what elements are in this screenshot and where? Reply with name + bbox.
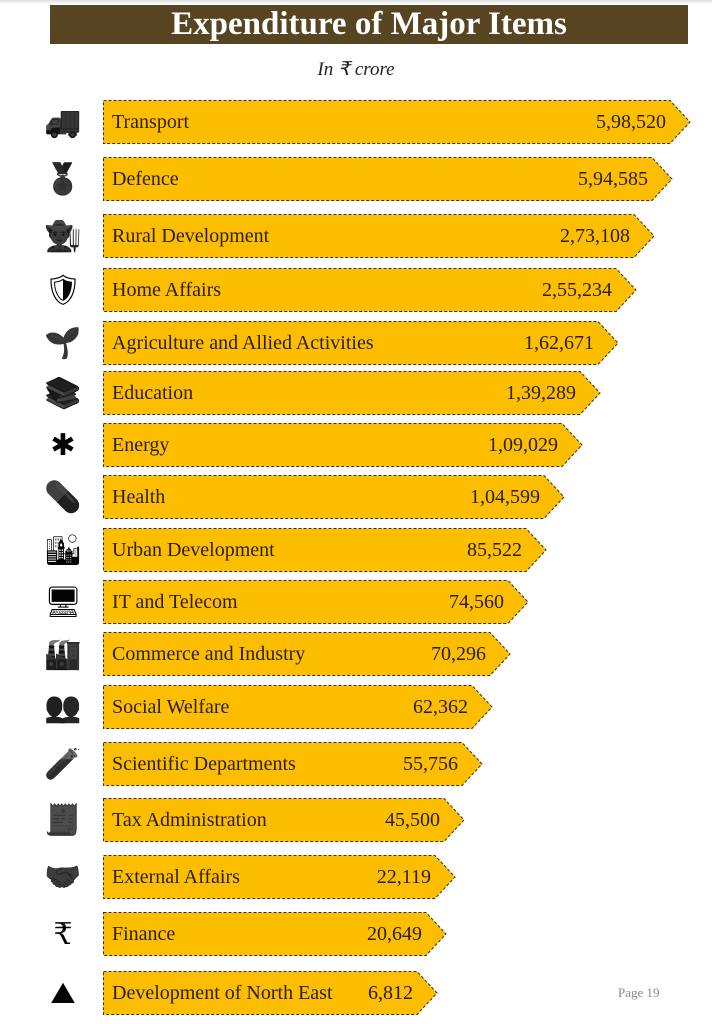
mountains-trees-icon: ⛰ — [50, 975, 76, 1011]
city-buildings-icon: 🏙 — [43, 532, 83, 568]
bar-value: 62,362 — [413, 696, 468, 718]
bar-shape — [103, 971, 438, 1015]
bar-value: 20,649 — [367, 923, 422, 945]
bar-label: IT and Telecom — [112, 591, 238, 613]
shield-person-icon: 🛡 — [43, 272, 83, 308]
bar-value: 74,560 — [449, 591, 504, 613]
bar: Education 1,39,289 — [103, 371, 601, 415]
bar-label: Urban Development — [112, 539, 275, 561]
rupee-icon: ₹ — [53, 916, 73, 952]
factory-icon: 🏭 — [44, 636, 82, 672]
agriculture-spraying-icon: 🌱 — [44, 325, 82, 361]
bar-label: Home Affairs — [112, 279, 222, 301]
bar: Rural Development 2,73,108 — [103, 214, 655, 258]
bar-shape — [103, 528, 547, 572]
bar-label: Defence — [112, 168, 179, 190]
bar: Finance 20,649 — [103, 912, 447, 956]
bar-value: 1,62,671 — [524, 332, 594, 354]
bar-shape — [103, 798, 465, 842]
people-group-icon: 👥 — [44, 689, 82, 725]
bar-shape — [103, 742, 483, 786]
bar: Tax Administration 45,500 — [103, 798, 465, 842]
bar-value: 1,09,029 — [488, 434, 558, 456]
bar-label: External Affairs — [112, 866, 240, 888]
bar-value: 5,98,520 — [596, 111, 666, 133]
bar: Transport 5,98,520 — [103, 100, 691, 144]
bar-shape — [103, 321, 619, 365]
bar-shape — [103, 157, 673, 201]
beaker-icon: 🧪 — [44, 746, 82, 782]
bar-shape — [103, 371, 601, 415]
truck-icon: 🚚 — [44, 104, 82, 140]
bar-label: Rural Development — [112, 225, 270, 247]
bar-shape — [103, 475, 565, 519]
cloud-computer-icon: 🖥 — [43, 584, 83, 620]
bar-value: 2,55,234 — [542, 279, 612, 301]
bar: Social Welfare 62,362 — [103, 685, 493, 729]
bar: Urban Development 85,522 — [103, 528, 547, 572]
bar-label: Transport — [112, 111, 190, 133]
defence-medal-icon: 🏅 — [44, 161, 82, 197]
farmer-icon: 👨‍🌾 — [44, 218, 82, 254]
bar: Agriculture and Allied Activities 1,62,67… — [103, 321, 619, 365]
bar-label: Education — [112, 382, 194, 404]
bar-value: 70,296 — [431, 643, 486, 665]
bar-value: 85,522 — [467, 539, 522, 561]
handshake-icon: 🤝 — [44, 859, 82, 895]
medicine-icon: 💊 — [44, 479, 82, 515]
page-number: Page 19 — [618, 985, 660, 1000]
bar-shape — [103, 100, 691, 144]
bar-label: Development of North East — [112, 982, 333, 1004]
bar: Commerce and Industry 70,296 — [103, 632, 511, 676]
bar: Defence 5,94,585 — [103, 157, 673, 201]
bar-value: 22,119 — [376, 866, 431, 888]
bar-label: Energy — [112, 434, 170, 456]
bar-value: 1,04,599 — [470, 486, 540, 508]
bar: Scientific Departments 55,756 — [103, 742, 483, 786]
bar-label: Health — [112, 486, 166, 508]
bar: Energy 1,09,029 — [103, 423, 583, 467]
bar: Health 1,04,599 — [103, 475, 565, 519]
bar-shape — [103, 580, 529, 624]
chart-title: Expenditure of Major Items — [50, 5, 688, 44]
energy-network-icon: ✱ — [50, 427, 76, 463]
bar-value: 1,39,289 — [506, 382, 576, 404]
bar-label: Commerce and Industry — [112, 643, 306, 665]
bar-value: 55,756 — [403, 753, 458, 775]
bar-shape — [103, 685, 493, 729]
bar-label: Scientific Departments — [112, 753, 296, 775]
bar: External Affairs 22,119 — [103, 855, 456, 899]
tax-document-icon: 🧾 — [44, 802, 82, 838]
bar-shape — [103, 423, 583, 467]
bar-shape — [103, 268, 637, 312]
bar-shape — [103, 912, 447, 956]
unit-subtitle: In ₹ crore — [317, 59, 395, 80]
bar-value: 6,812 — [368, 982, 413, 1004]
bar-value: 2,73,108 — [560, 225, 630, 247]
bar-label: Social Welfare — [112, 696, 230, 718]
bar-shape — [103, 214, 655, 258]
bar: Development of North East 6,812 — [103, 971, 438, 1015]
top-shade — [0, 0, 712, 4]
bar-label: Finance — [112, 923, 176, 945]
bar: Home Affairs 2,55,234 — [103, 268, 637, 312]
books-icon: 📚 — [44, 375, 82, 411]
bar: IT and Telecom 74,560 — [103, 580, 529, 624]
bar-shape — [103, 632, 511, 676]
bar-label: Agriculture and Allied Activities — [112, 332, 374, 354]
bar-value: 45,500 — [385, 809, 440, 831]
bar-label: Tax Administration — [112, 809, 267, 831]
bar-shape — [103, 855, 456, 899]
bar-value: 5,94,585 — [578, 168, 648, 190]
